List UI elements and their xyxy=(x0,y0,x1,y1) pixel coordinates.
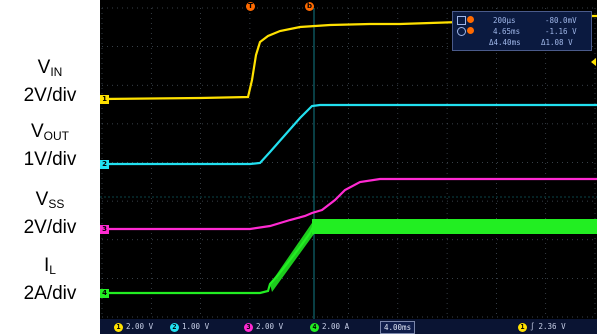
vss-label-sub: SS xyxy=(48,197,65,211)
trigger-source-badge: 1 xyxy=(518,323,527,332)
cursor-b-marker: b xyxy=(305,2,314,11)
trigger-position-marker-text: T xyxy=(248,2,253,10)
ch4-badge: 4 xyxy=(310,323,319,332)
ch4-scale-value: 2.00 A xyxy=(322,322,350,331)
il-label-main: I xyxy=(44,255,50,276)
ch3-scale-value: 2.00 V xyxy=(256,322,284,331)
trigger-level-arrow-icon xyxy=(591,58,596,66)
cursor-row-1: 200μs -80.0mV xyxy=(453,15,591,26)
circle-cursor-icon xyxy=(457,27,466,36)
ch1-badge: 1 xyxy=(114,323,123,332)
trigger-level-value: 2.36 V xyxy=(538,322,566,331)
timebase-readout[interactable]: 4.00ms xyxy=(380,321,416,334)
vss-label: VSS 2V/div xyxy=(0,188,100,239)
trigger-position-marker: T xyxy=(246,2,255,11)
oscilloscope-display: T b 1 2 3 4 200μs -80.0mV 4.65ms -1.16 V… xyxy=(100,0,597,334)
vss-scale: 2V/div xyxy=(23,217,77,238)
cursor-row-1-time: 200μs xyxy=(493,16,516,25)
cursor-a-icon xyxy=(467,16,474,23)
il-rise-fill xyxy=(270,220,314,292)
cursor-b-marker-text: b xyxy=(306,2,312,10)
ch1-scale-readout[interactable]: 1 2.00 V xyxy=(114,321,153,332)
square-cursor-icon xyxy=(457,16,466,25)
cursor-row-1-volt: -80.0mV xyxy=(545,16,577,25)
vss-trace xyxy=(100,177,597,231)
vout-label: VOUT 1V/div xyxy=(0,120,100,171)
vout-label-main: V xyxy=(30,121,44,142)
vss-label-main: V xyxy=(35,189,49,210)
cursor-row-2: 4.65ms -1.16 V xyxy=(453,26,591,37)
trigger-slope-icon: ∫ xyxy=(530,322,535,331)
graticule xyxy=(101,7,596,318)
cursor-b-icon xyxy=(467,27,474,34)
status-bar: 1 2.00 V 2 1.00 V 3 2.00 V 4 2.00 A 4.00ms 1… xyxy=(100,319,597,334)
cursor-readout-icons xyxy=(457,16,485,38)
vin-label: VIN 2V/div xyxy=(0,56,100,107)
ch1-ground-marker[interactable]: 1 xyxy=(100,95,109,104)
ch3-scale-readout[interactable]: 3 2.00 V xyxy=(244,321,283,332)
ch3-ground-marker[interactable]: 3 xyxy=(100,225,109,234)
vin-label-sub: IN xyxy=(50,65,63,79)
cursor-readout-panel: 200μs -80.0mV 4.65ms -1.16 V Δ4.40ms Δ1.… xyxy=(452,11,592,51)
ch2-badge: 2 xyxy=(170,323,179,332)
cursor-row-3: Δ4.40ms Δ1.08 V xyxy=(453,37,591,48)
cursor-delta-volt: Δ1.08 V xyxy=(541,38,573,47)
il-ripple-band xyxy=(312,219,597,234)
il-trace xyxy=(100,224,315,295)
vin-label-main: V xyxy=(37,57,51,78)
ch4-ground-marker-text: 4 xyxy=(102,289,107,297)
channel-label-column: VIN 2V/div VOUT 1V/div VSS 2V/div IL 2A/… xyxy=(0,0,100,334)
il-label-sub: L xyxy=(49,263,56,277)
vin-scale: 2V/div xyxy=(23,85,77,106)
il-scale: 2A/div xyxy=(23,283,77,304)
cursor-row-2-time: 4.65ms xyxy=(493,27,521,36)
ch2-ground-marker[interactable]: 2 xyxy=(100,160,109,169)
ch2-ground-marker-text: 2 xyxy=(102,160,107,168)
trigger-readout[interactable]: 1 ∫ 2.36 V xyxy=(518,321,566,332)
cursor-delta-time: Δ4.40ms xyxy=(489,38,521,47)
ch4-ground-marker[interactable]: 4 xyxy=(100,289,109,298)
vout-trace xyxy=(100,103,597,166)
ch3-badge: 3 xyxy=(244,323,253,332)
ch1-ground-marker-text: 1 xyxy=(102,95,107,103)
ch3-ground-marker-text: 3 xyxy=(102,225,107,233)
ch4-scale-readout[interactable]: 4 2.00 A xyxy=(310,321,349,332)
il-label: IL 2A/div xyxy=(0,254,100,305)
ch2-scale-readout[interactable]: 2 1.00 V xyxy=(170,321,209,332)
cursor-row-2-volt: -1.16 V xyxy=(545,27,577,36)
ch1-scale-value: 2.00 V xyxy=(126,322,154,331)
ch2-scale-value: 1.00 V xyxy=(182,322,210,331)
vout-scale: 1V/div xyxy=(23,149,77,170)
vout-label-sub: OUT xyxy=(43,129,70,143)
timebase-value: 4.00ms xyxy=(380,321,416,334)
